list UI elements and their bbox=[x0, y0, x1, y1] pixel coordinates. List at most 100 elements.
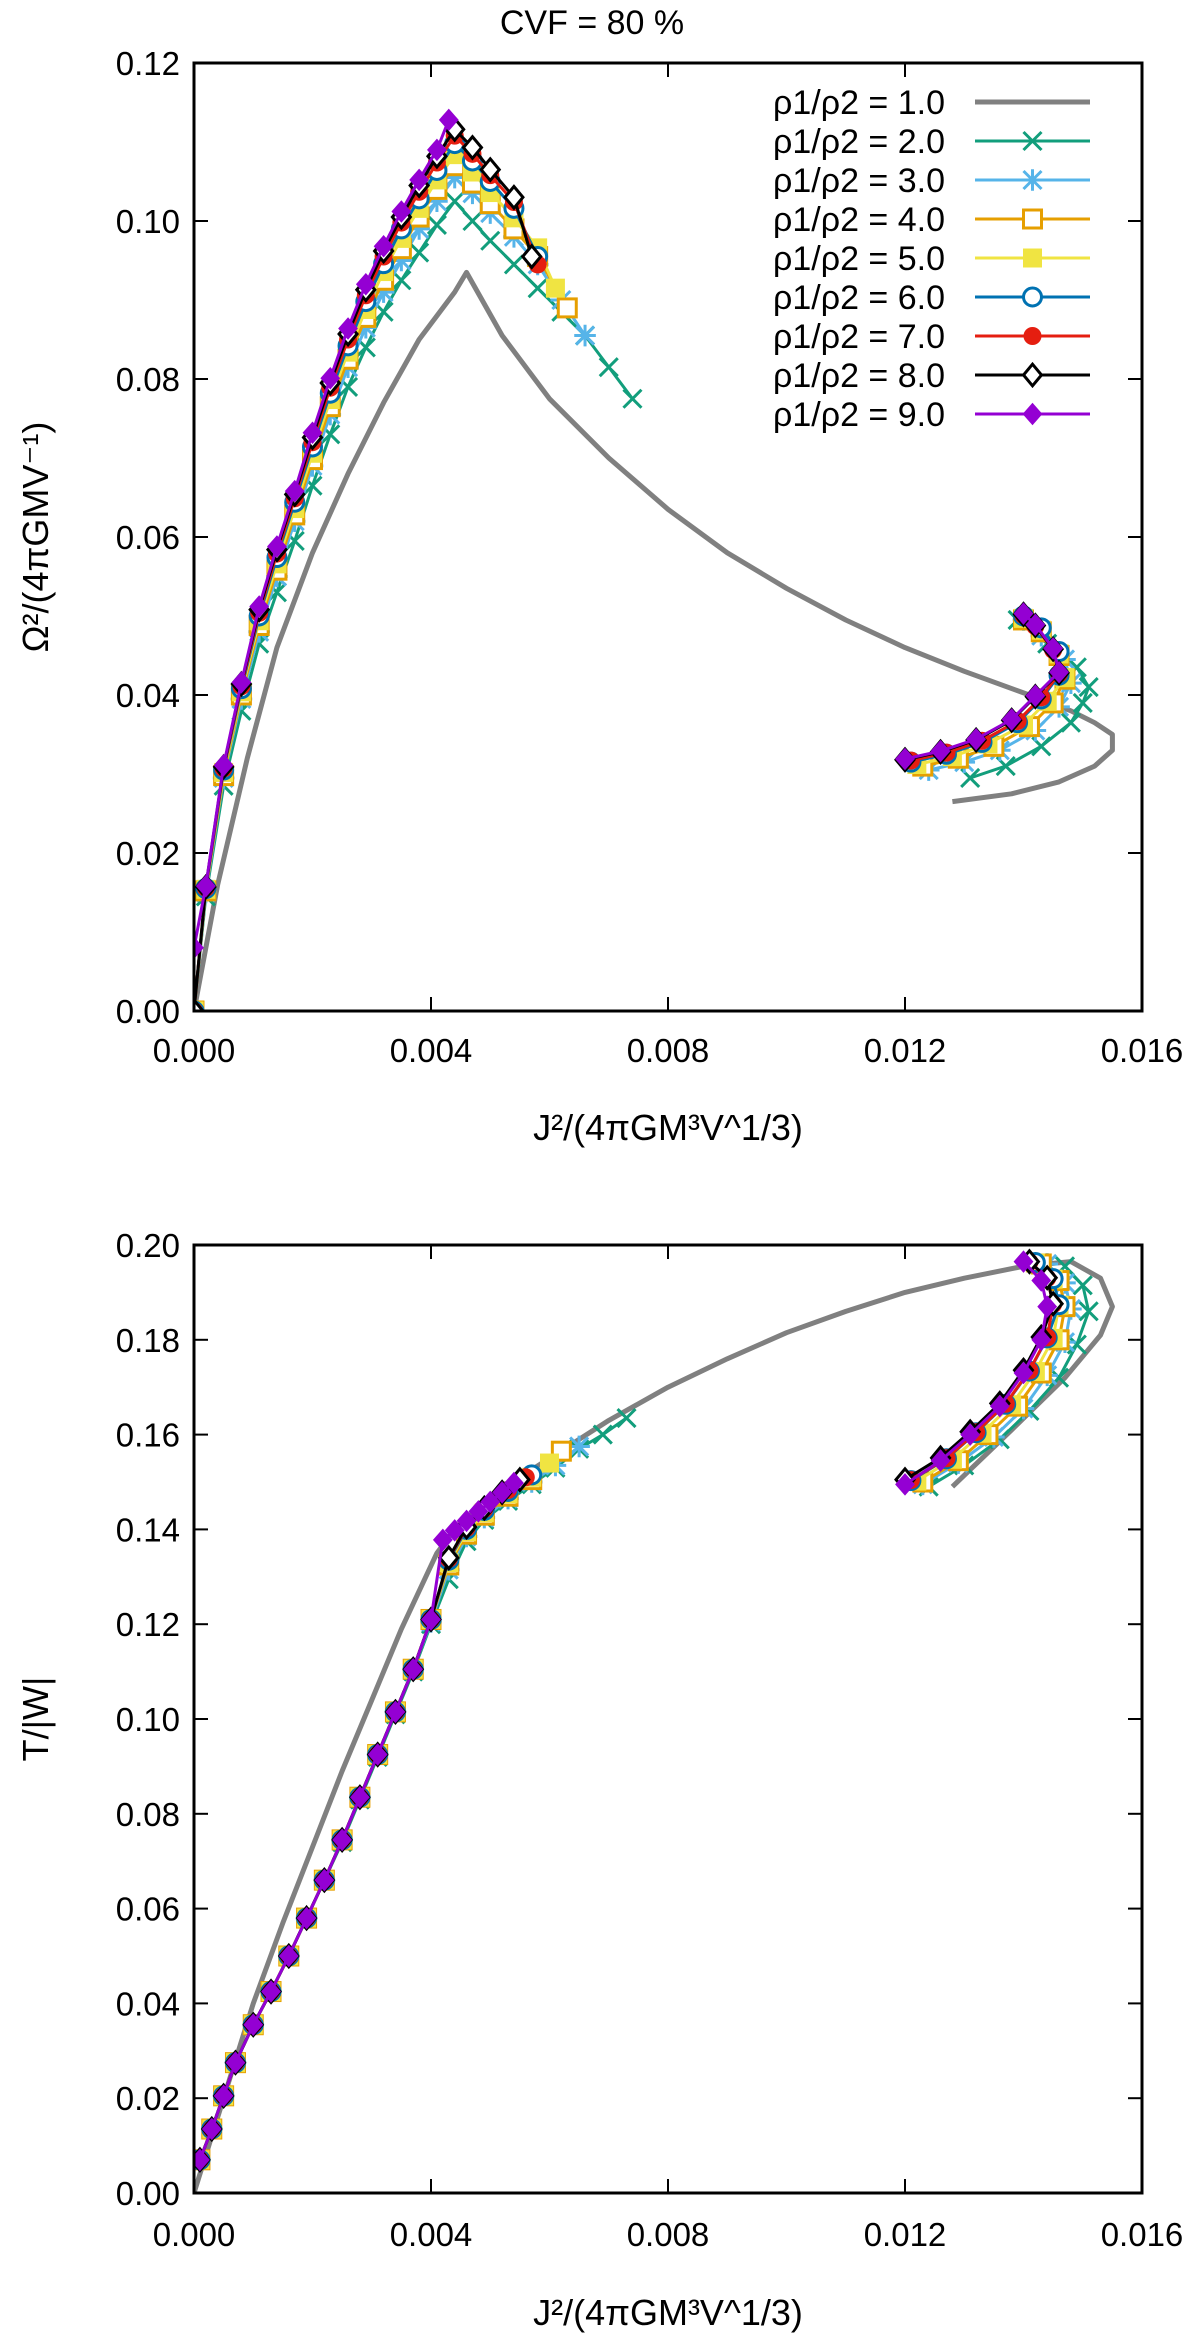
marker-s8-8-0 bbox=[320, 366, 341, 390]
marker-s1-17-0 bbox=[480, 230, 501, 251]
marker-s1-13-0 bbox=[409, 242, 430, 263]
marker-s1-3-1 bbox=[1060, 712, 1081, 733]
series-line-2 bbox=[198, 1445, 581, 2161]
y-tick-label: 0.20 bbox=[116, 1227, 180, 1264]
marker-s1-22-0 bbox=[592, 1424, 613, 1445]
series-line-7 bbox=[198, 1478, 521, 2161]
marker-s2-legend bbox=[1021, 169, 1044, 191]
marker-s8-8-0 bbox=[314, 1868, 335, 1892]
y-tick-label: 0.04 bbox=[116, 677, 180, 714]
marker-s7-15-0 bbox=[437, 1544, 460, 1571]
marker-s8-5-1 bbox=[1031, 1328, 1052, 1352]
marker-s8-7-0 bbox=[302, 421, 323, 444]
series-line-0 bbox=[194, 269, 1115, 1011]
marker-s8-8-1 bbox=[1013, 1250, 1034, 1273]
x-tick-label: 0.012 bbox=[864, 1032, 947, 1069]
x-tick-label: 0.000 bbox=[153, 2216, 236, 2253]
marker-s8-15-0 bbox=[438, 108, 459, 132]
marker-s8-10-0 bbox=[355, 272, 376, 296]
y-tick-label: 0.12 bbox=[116, 45, 180, 82]
marker-s8-2-0 bbox=[213, 2084, 234, 2108]
marker-s2-13-0 bbox=[408, 218, 430, 240]
y-tick-label: 0.08 bbox=[116, 361, 180, 398]
marker-s1-16-0 bbox=[462, 210, 483, 232]
series-line-7 bbox=[194, 127, 534, 1011]
legend-label-8: ρ1/ρ2 = 9.0 bbox=[773, 396, 945, 434]
omega-panel: 0.000 0.004 0.008 0.012 0.016 0.00 0.02 0.04 0.0… bbox=[15, 45, 1183, 1148]
marker-s8-4-0 bbox=[243, 2013, 264, 2036]
marker-s8-2-1 bbox=[960, 1423, 981, 1446]
legend-label-2: ρ1/ρ2 = 3.0 bbox=[773, 162, 945, 200]
x-tick-label: 0.012 bbox=[864, 2216, 947, 2253]
marker-s8-1-0 bbox=[195, 874, 216, 898]
series-line-6 bbox=[194, 134, 540, 1011]
marker-s8-legend bbox=[1022, 402, 1043, 426]
marker-s8-3-0 bbox=[231, 671, 252, 694]
marker-s2-15-0 bbox=[443, 166, 466, 189]
series-line-6 bbox=[198, 1476, 527, 2161]
marker-s8-2-0 bbox=[213, 754, 234, 777]
legend-label-7: ρ1/ρ2 = 8.0 bbox=[773, 357, 945, 395]
marker-s8-6-1 bbox=[1043, 637, 1064, 660]
marker-s8-7-1 bbox=[1031, 1269, 1052, 1292]
marker-s1-4-1 bbox=[1072, 692, 1093, 713]
marker-s4-legend bbox=[1023, 248, 1042, 268]
marker-s8-16-0 bbox=[444, 1519, 465, 1542]
series-line-8 bbox=[194, 119, 451, 949]
marker-s8-12-0 bbox=[391, 200, 412, 223]
series-line-4 bbox=[198, 1461, 551, 2161]
marker-s8-14-0 bbox=[421, 1608, 441, 1631]
marker-s7-17-0 bbox=[479, 156, 502, 183]
marker-s1-15-0 bbox=[444, 191, 465, 212]
marker-s7-18-0 bbox=[502, 184, 525, 211]
marker-s7-16-0 bbox=[461, 134, 484, 161]
x-tick-label: 0.016 bbox=[1101, 1032, 1184, 1069]
marker-s1-7-1 bbox=[1072, 1275, 1093, 1296]
y-tick-label: 0.06 bbox=[116, 1891, 180, 1928]
marker-s4-20-0 bbox=[545, 278, 565, 298]
x-tick-label: 0.008 bbox=[627, 2216, 710, 2253]
x-tick-label: 0.016 bbox=[1101, 2216, 1184, 2253]
marker-s2-21-0 bbox=[568, 1435, 590, 1458]
legend-label-1: ρ1/ρ2 = 2.0 bbox=[773, 123, 945, 161]
tw-panel: 0.000 0.004 0.008 0.012 0.016 0.00 0.02 0.04 0.0… bbox=[15, 1227, 1183, 2333]
marker-s1-14-0 bbox=[426, 214, 447, 236]
marker-s8-11-0 bbox=[373, 235, 394, 258]
legend-label-3: ρ1/ρ2 = 4.0 bbox=[773, 201, 945, 239]
x-tick-label: 0.004 bbox=[390, 1032, 473, 1069]
marker-s7-19-0 bbox=[520, 243, 543, 270]
marker-s8-17-0 bbox=[456, 1509, 477, 1533]
marker-s1-5-1 bbox=[1078, 677, 1099, 698]
y-tick-label: 0.10 bbox=[116, 203, 180, 240]
marker-s6-legend bbox=[1023, 327, 1042, 345]
legend-label-5: ρ1/ρ2 = 6.0 bbox=[773, 279, 945, 317]
marker-s1-4-1 bbox=[1048, 1367, 1070, 1388]
y-tick-label: 0.16 bbox=[116, 1417, 180, 1454]
marker-s8-13-0 bbox=[409, 168, 430, 192]
marker-s8-6-0 bbox=[278, 1944, 299, 1968]
marker-s8-21-0 bbox=[504, 1471, 524, 1495]
x-tick-label: 0.000 bbox=[153, 1032, 236, 1069]
series-group bbox=[194, 1248, 1115, 2193]
x-axis-label: J²/(4πGM³V^1/3) bbox=[533, 2292, 803, 2333]
marker-s8-4-1 bbox=[1025, 684, 1046, 708]
marker-s8-1-1 bbox=[930, 739, 951, 763]
series-line-0 bbox=[194, 1259, 1115, 2193]
marker-s8-0-0 bbox=[194, 2148, 210, 2172]
series-line-3 bbox=[198, 1450, 563, 2161]
marker-s8-1-0 bbox=[201, 2117, 222, 2141]
figure-title: CVF = 80 % bbox=[500, 4, 684, 42]
marker-s8-5-0 bbox=[261, 1980, 281, 2003]
marker-s2-11-0 bbox=[372, 281, 395, 303]
y-tick-label: 0.06 bbox=[116, 519, 180, 556]
marker-s8-4-0 bbox=[249, 595, 270, 618]
series-line-8 bbox=[198, 1481, 515, 2161]
marker-s8-18-0 bbox=[468, 1500, 489, 1523]
marker-s1-legend bbox=[1022, 130, 1043, 152]
y-tick-label: 0.02 bbox=[116, 2080, 180, 2117]
marker-s2-12-0 bbox=[390, 249, 413, 272]
series-group bbox=[194, 108, 1115, 1011]
marker-s8-3-1 bbox=[989, 1394, 1010, 1418]
y-axis-label: Ω²/(4πGMV⁻¹) bbox=[15, 422, 56, 653]
marker-s1-23-0 bbox=[622, 388, 643, 409]
